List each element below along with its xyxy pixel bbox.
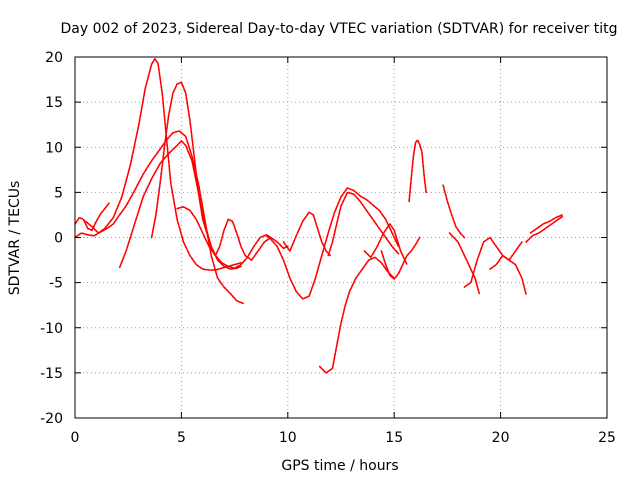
data-series-9 (327, 191, 400, 257)
data-series-19 (529, 214, 564, 234)
data-series-4 (118, 140, 242, 270)
x-tick-label: 0 (71, 430, 80, 446)
grid (75, 57, 607, 418)
x-tick-label: 10 (279, 430, 297, 446)
data-series-15 (448, 232, 481, 295)
x-tick-label: 15 (385, 430, 403, 446)
data-series-3 (84, 57, 242, 271)
y-tick-label: 5 (54, 185, 63, 201)
chart-title: Day 002 of 2023, Sidereal Day-to-day VTE… (61, 21, 618, 37)
data-series-10 (318, 256, 396, 374)
data-series-5 (150, 81, 289, 261)
data-series-12 (380, 236, 421, 280)
x-axis-label: GPS time / hours (281, 458, 398, 474)
y-tick-label: 0 (54, 231, 63, 247)
data-series-2 (74, 130, 244, 305)
x-tick-label: 25 (598, 430, 616, 446)
data-series-18 (525, 215, 564, 243)
data-series-17 (489, 254, 527, 296)
y-tick-label: -15 (40, 366, 63, 382)
y-tick-label: -20 (40, 411, 63, 427)
x-tick-label: 5 (177, 430, 186, 446)
y-tick-label: 15 (45, 95, 63, 111)
data-series-1 (74, 202, 110, 232)
data-series-8 (282, 211, 332, 257)
data-series-7 (265, 187, 400, 300)
data-series-14 (442, 184, 466, 239)
y-axis-label: SDTVAR / TECUs (7, 181, 23, 296)
y-tick-label: -10 (40, 321, 63, 337)
data-series-6 (176, 206, 272, 270)
data-series-13 (408, 139, 427, 203)
y-tick-label: 10 (45, 140, 63, 156)
y-tick-label: 20 (45, 50, 63, 66)
x-tick-label: 20 (492, 430, 510, 446)
data-series-16 (463, 236, 523, 288)
axis-ticks: 0 5 10 15 20 25 -20 -15 -10 -5 0 5 10 15 20 (40, 50, 616, 446)
data-traces (74, 57, 564, 374)
y-tick-label: -5 (49, 276, 63, 292)
data-series-11 (363, 223, 408, 266)
